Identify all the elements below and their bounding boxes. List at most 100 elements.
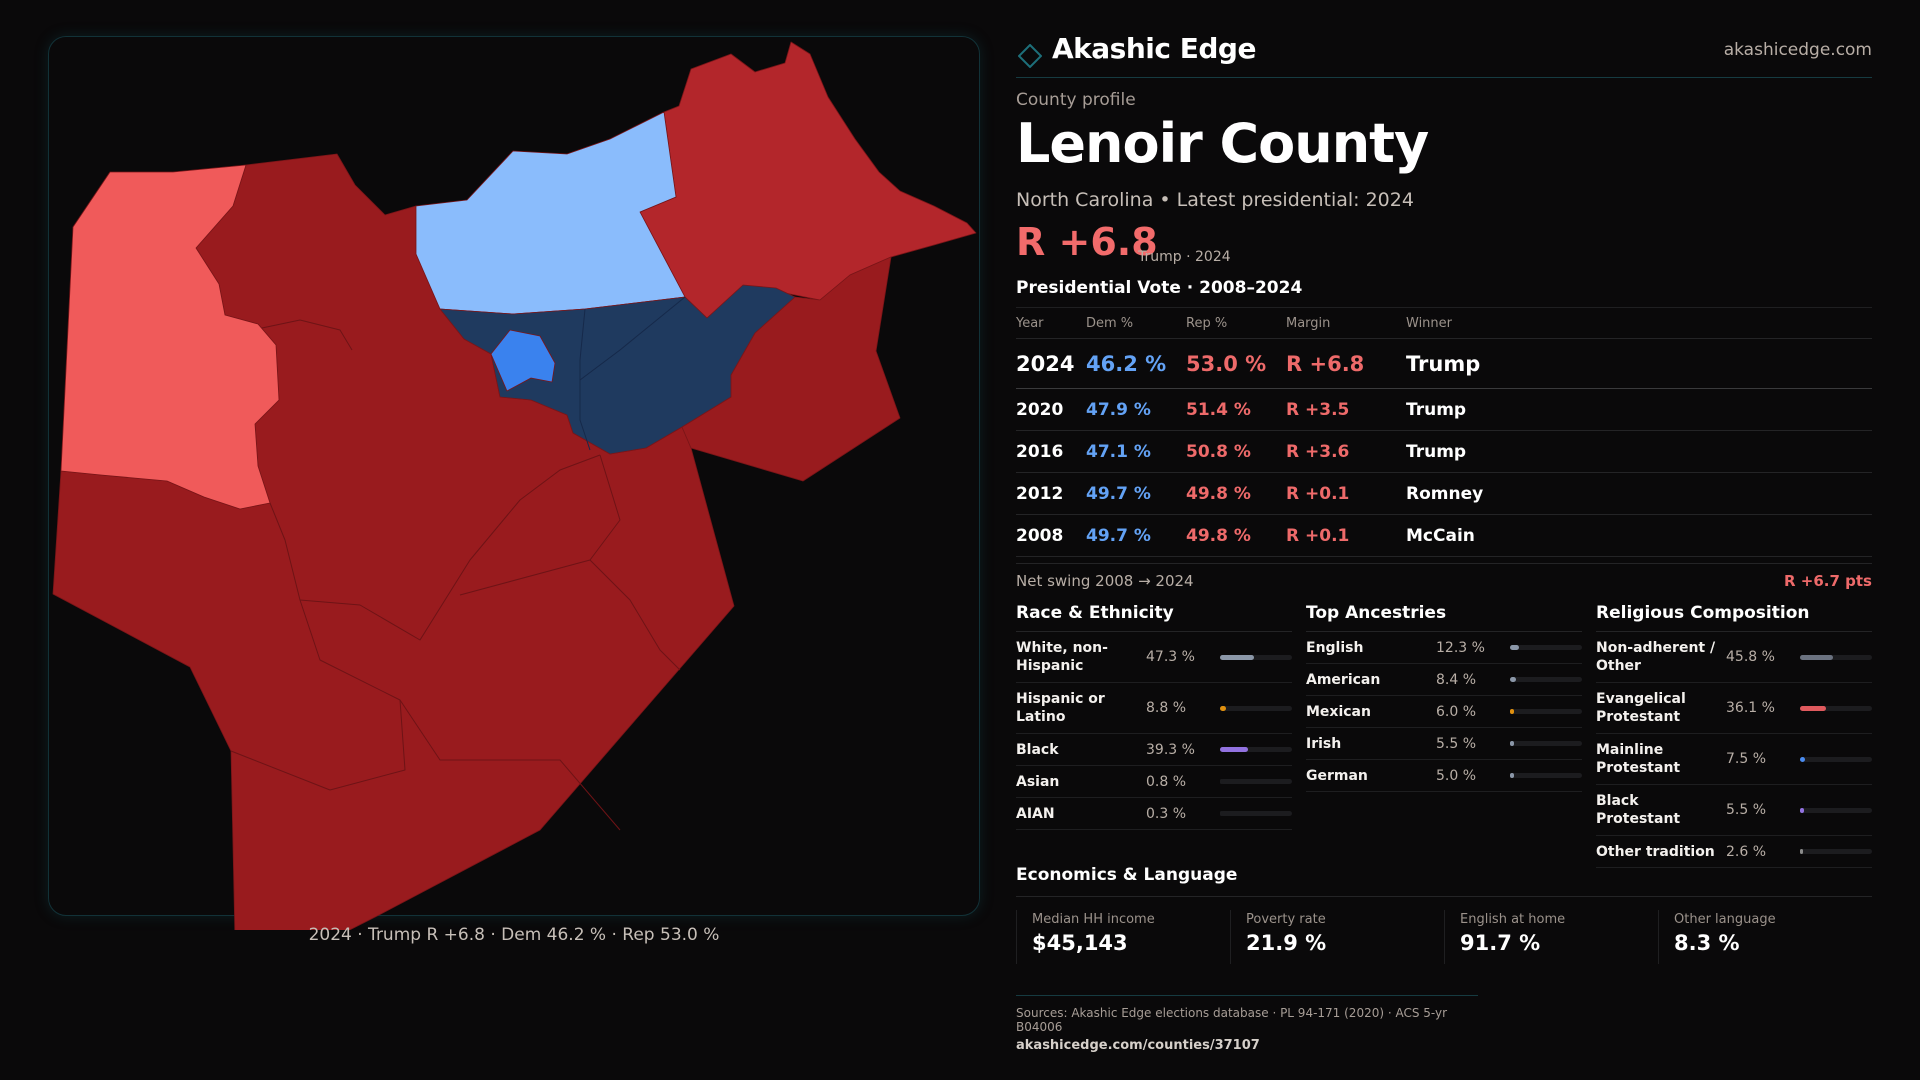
precinct-kinston[interactable] — [439, 284, 796, 455]
stat-bar — [1800, 807, 1872, 813]
stat-label: Asian — [1016, 773, 1060, 790]
stat-value: 7.5 % — [1726, 751, 1767, 767]
diamond-logo-icon — [1018, 44, 1042, 68]
stat-value: 6.0 % — [1436, 703, 1477, 720]
stat-bar-fill — [1220, 654, 1255, 660]
table-row: 2008 49.7 % 49.8 % R +0.1 McCain — [1016, 515, 1872, 557]
cell-winner: Trump — [1406, 351, 1481, 376]
precinct-central-dem[interactable] — [490, 329, 556, 392]
eyebrow: County profile — [1016, 90, 1136, 110]
stat-label: Black — [1016, 741, 1059, 758]
stat-bar-fill — [1220, 811, 1223, 816]
stat-value: 0.3 % — [1146, 805, 1187, 822]
stat-bar-fill — [1800, 654, 1833, 660]
cell-rep: 50.8 % — [1186, 441, 1251, 462]
footer: Sources: Akashic Edge elections database… — [1016, 995, 1478, 1053]
religion-title: Religious Composition — [1596, 600, 1872, 632]
stat-row: English 12.3 % — [1306, 632, 1582, 664]
ancestry-section: Top Ancestries English 12.3 % American 8.4 … — [1306, 600, 1582, 792]
stat-label: Mexican — [1306, 703, 1371, 720]
stat-value: 2.6 % — [1726, 843, 1767, 860]
stat-row: Evangelical Protestant 36.1 % — [1596, 683, 1872, 734]
stat-bar-fill — [1510, 677, 1517, 682]
stat-row: Hispanic or Latino 8.8 % — [1016, 683, 1292, 734]
religion-section: Religious Composition Non-adherent / Oth… — [1596, 600, 1872, 868]
vote-table: Year Dem % Rep % Margin Winner 2024 46.2… — [1016, 307, 1872, 557]
stat-value: 5.0 % — [1436, 767, 1477, 784]
header: Akashic Edge akashicedge.com — [1016, 32, 1872, 78]
stat-row: Black 39.3 % — [1016, 734, 1292, 766]
stat-row: Mainline Protestant 7.5 % — [1596, 734, 1872, 785]
cell-winner: Trump — [1406, 441, 1467, 462]
precinct-boundary — [589, 559, 681, 671]
cell-winner: Trump — [1406, 399, 1467, 420]
econ-cell-other-language: Other language 8.3 % — [1658, 910, 1872, 964]
stat-bar — [1510, 645, 1582, 650]
stat-bar-fill — [1220, 779, 1223, 784]
race-title: Race & Ethnicity — [1016, 600, 1292, 632]
stat-label: American — [1306, 671, 1381, 688]
stat-row: American 8.4 % — [1306, 664, 1582, 696]
net-swing: Net swing 2008 → 2024 R +6.7 pts — [1016, 563, 1872, 593]
table-row: 2020 47.9 % 51.4 % R +3.5 Trump — [1016, 389, 1872, 431]
stat-label: Black Protestant — [1596, 793, 1681, 827]
stat-bar-fill — [1800, 807, 1804, 813]
vote-section-title: Presidential Vote · 2008–2024 — [1016, 278, 1303, 298]
table-row: 2016 47.1 % 50.8 % R +3.6 Trump — [1016, 431, 1872, 473]
stat-row: Black Protestant 5.5 % — [1596, 785, 1872, 836]
cell-year: 2016 — [1016, 441, 1064, 462]
stat-bar-fill — [1800, 705, 1826, 711]
econ-value: $45,143 — [1032, 931, 1128, 955]
cell-year: 2008 — [1016, 525, 1064, 546]
stat-label: White, non-Hispanic — [1016, 640, 1108, 674]
precinct-northeast[interactable] — [639, 41, 977, 319]
stat-value: 39.3 % — [1146, 741, 1195, 758]
sources-text: Sources: Akashic Edge elections database… — [1016, 1006, 1448, 1034]
col-year: Year — [1016, 315, 1044, 331]
stat-row: Mexican 6.0 % — [1306, 696, 1582, 728]
religion-list: Non-adherent / Other 45.8 % Evangelical Pr… — [1596, 632, 1872, 868]
col-winner: Winner — [1406, 315, 1453, 331]
stat-bar-fill — [1510, 773, 1514, 778]
stat-bar-fill — [1800, 849, 1803, 854]
precinct-west[interactable] — [60, 164, 280, 510]
cell-dem: 49.7 % — [1086, 525, 1151, 546]
stat-value: 5.5 % — [1436, 735, 1477, 752]
race-ethnicity-section: Race & Ethnicity White, non-Hispanic 47.3… — [1016, 600, 1292, 830]
stat-bar — [1220, 747, 1292, 752]
stat-bar — [1800, 705, 1872, 711]
stat-bar — [1800, 756, 1872, 762]
stat-bar — [1510, 741, 1582, 746]
cell-rep: 49.8 % — [1186, 525, 1251, 546]
brand-url-link[interactable]: akashicedge.com — [1723, 40, 1872, 60]
ancestry-title: Top Ancestries — [1306, 600, 1582, 632]
cell-dem: 49.7 % — [1086, 483, 1151, 504]
stat-label: Hispanic or Latino — [1016, 691, 1105, 725]
econ-value: 21.9 % — [1246, 931, 1327, 955]
brand-name: Akashic Edge — [1052, 32, 1256, 65]
cell-year: 2020 — [1016, 399, 1064, 420]
stat-bar — [1220, 654, 1292, 660]
precinct-boundary — [269, 454, 601, 641]
stat-label: AIAN — [1016, 805, 1055, 822]
econ-label: Median HH income — [1032, 912, 1155, 927]
stat-bar — [1510, 773, 1582, 778]
econ-cell-income: Median HH income $45,143 — [1016, 910, 1230, 964]
table-row: 2024 46.2 % 53.0 % R +6.8 Trump — [1016, 339, 1872, 389]
stat-row: White, non-Hispanic 47.3 % — [1016, 632, 1292, 683]
econ-value: 91.7 % — [1460, 931, 1541, 955]
cell-dem: 46.2 % — [1086, 351, 1167, 376]
stat-value: 8.4 % — [1436, 671, 1477, 688]
stat-row: AIAN 0.3 % — [1016, 798, 1292, 830]
page-subtitle: North Carolina • Latest presidential: 20… — [1016, 189, 1414, 211]
stat-bar-fill — [1800, 756, 1806, 762]
stat-label: Mainline Protestant — [1596, 742, 1681, 776]
cell-margin: R +0.1 — [1286, 483, 1350, 504]
econ-label: Poverty rate — [1246, 912, 1326, 927]
stat-label: English — [1306, 639, 1364, 656]
econ-value: 8.3 % — [1674, 931, 1740, 955]
cell-dem: 47.1 % — [1086, 441, 1151, 462]
ancestry-list: English 12.3 % American 8.4 % Mexican 6.0 % Ir… — [1306, 632, 1582, 792]
stat-label: German — [1306, 767, 1368, 784]
county-url-link[interactable]: akashicedge.com/counties/37107 — [1016, 1038, 1260, 1053]
